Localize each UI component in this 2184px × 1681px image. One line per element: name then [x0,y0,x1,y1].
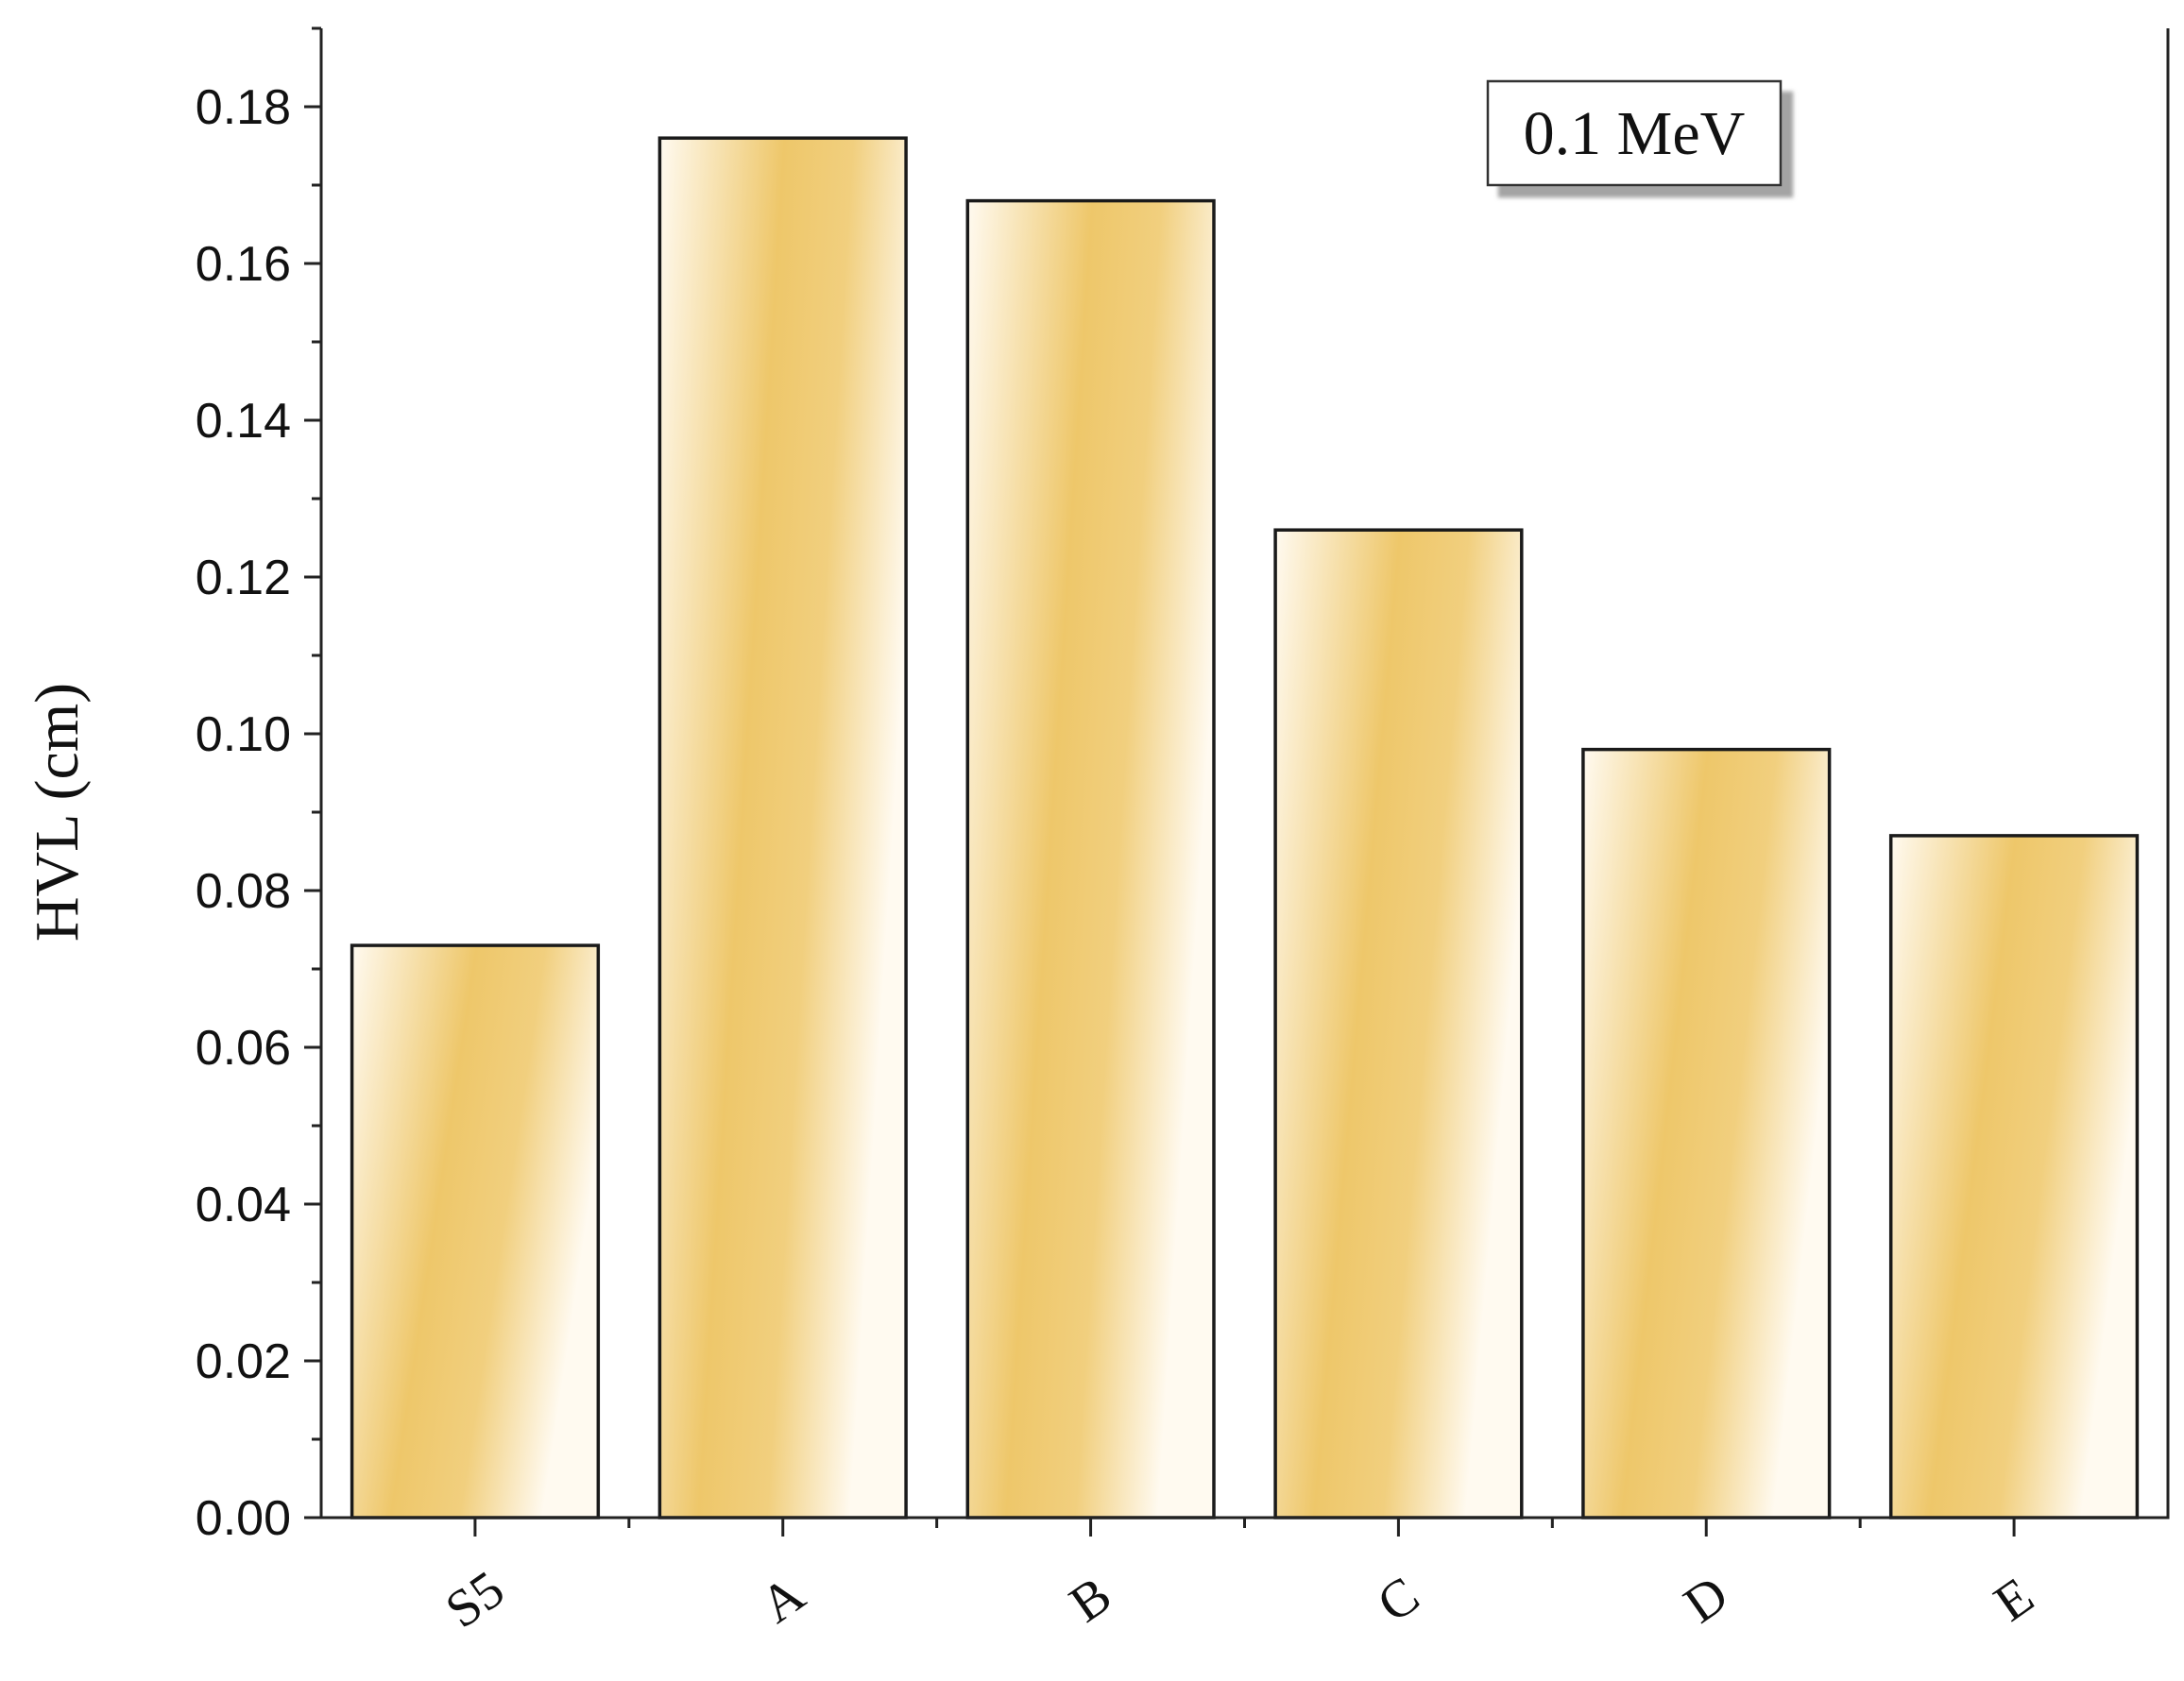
y-tick-label: 0.08 [196,864,291,919]
x-tick-label-d: D [1674,1565,1739,1635]
y-tick-label: 0.10 [196,707,291,762]
x-tick-label-s5: S5 [435,1560,515,1640]
bar-c [1273,528,1524,1520]
energy-annotation-text: 0.1 MeV [1524,99,1746,168]
x-tick-label-a: A [750,1565,815,1635]
y-tick-label: 0.12 [196,551,291,605]
energy-annotation: 0.1 MeV [1486,79,1783,187]
y-tick-label: 0.16 [196,237,291,292]
x-tick-label-e: E [1984,1567,2044,1633]
x-tick-label-c: C [1367,1566,1429,1634]
bars-group [350,136,2140,1520]
x-tick-label-b: B [1060,1566,1122,1634]
bar-b [965,198,1216,1520]
y-tick-label: 0.18 [196,80,291,135]
bar-e [1888,834,2140,1520]
y-tick-label: 0.06 [196,1021,291,1076]
bar-a [657,136,908,1520]
bar-s5 [350,943,601,1520]
x-ticks-group: S5 A B C D E [435,1518,2044,1639]
y-tick-label: 0.04 [196,1178,291,1232]
y-tick-label: 0.02 [196,1334,291,1389]
y-tick-label: 0.00 [196,1491,291,1546]
y-axis-title: HVL (cm) [23,683,92,942]
bar-d [1581,747,1832,1520]
y-ticks-group: 0.00 0.02 0.04 0.06 0.08 0.10 0.12 0.14 0.16 0.18 [196,26,321,1546]
y-tick-label: 0.14 [196,394,291,449]
